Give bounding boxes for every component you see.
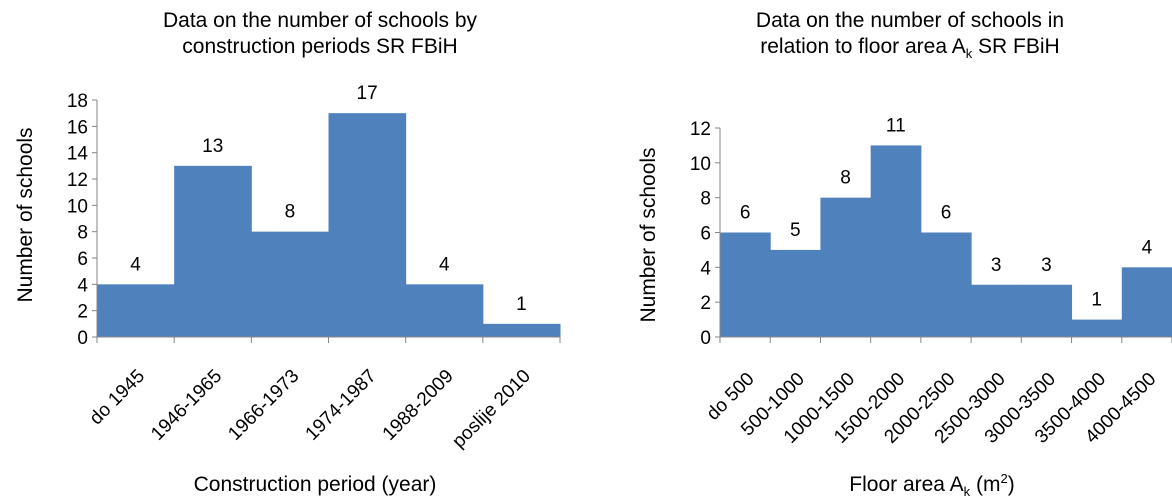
chart2-data-label: 8 [840,168,851,189]
chart1-title: Data on the number of schools by constru… [40,8,600,60]
chart2-y-tick-label: 4 [700,258,711,279]
chart1-data-label: 8 [285,202,296,223]
chart1-y-tick-label: 2 [77,302,88,323]
chart1-y-tick-label: 18 [67,91,88,112]
chart2-y-tick-label: 8 [700,189,711,210]
chart1-y-tick-label: 0 [77,328,88,349]
chart2-x-axis-title-main: Floor area A [849,473,963,496]
chart1-x-tick-label: do 1945 [86,366,149,429]
chart1-data-label: 13 [202,136,223,157]
chart1-data-label: 4 [439,254,450,275]
chart2-data-label: 3 [1041,255,1052,276]
chart1-bar [405,284,484,337]
chart2-data-label: 5 [790,220,801,241]
chart2-bar [920,232,972,337]
chart2-bar [1071,319,1123,337]
chart2-data-label: 6 [941,203,952,224]
chart1-bar [328,113,407,338]
chart2-y-tick-label: 6 [700,224,711,245]
chart1-data-label: 4 [130,254,141,275]
chart1-y-tick-label: 4 [77,275,88,296]
chart1-data-label: 1 [516,294,527,315]
chart1-title-line2: construction periods SR FBiH [182,35,458,58]
chart1-bar [174,165,252,337]
chart2-bar [870,145,922,337]
chart1-y-tick-label: 16 [67,117,88,138]
chart2-title-tail: SR FBiH [972,35,1060,58]
chart1-x-tick-label: poslije 2010 [448,366,535,453]
chart2-x-axis-title-mid: (m [970,473,1000,496]
chart2-bar [770,249,821,337]
chart2-title-subscript: k [965,46,973,61]
chart2-bar [820,197,872,337]
chart2-y-tick-label: 10 [690,154,711,175]
chart1-y-tick-label: 14 [67,144,89,165]
chart2-data-label: 4 [1142,237,1153,258]
chart2-y-axis-title: Number of schools [637,147,660,322]
chart2-bar [1121,267,1172,337]
chart2-title-line1: Data on the number of schools in [755,9,1065,32]
chart1-x-tick-label: 1974-1987 [302,366,381,445]
chart2-title-main: relation to floor area A [760,35,966,58]
chart1-bar [482,323,561,337]
chart1-x-tick-label: 1946-1965 [147,366,226,445]
chart2-y-tick-label: 0 [700,328,711,349]
chart1-y-tick-label: 10 [67,196,88,217]
chart1-bar [251,231,329,337]
chart2-title-line2: relation to floor area Ak SR FBiH [650,34,1170,67]
chart2-data-label: 6 [740,203,751,224]
chart2-x-axis-title-subscript: k [964,484,971,499]
chart1-x-tick-label: 1966-1973 [224,366,303,445]
chart1-bar [97,284,175,337]
chart2-bar [1021,284,1073,337]
chart1-y-tick-label: 8 [77,223,88,244]
chart2-data-label: 11 [886,115,906,136]
chart2-x-axis-title: Floor area Ak (m2) [849,471,1014,499]
chart2-x-axis-title-tail: ) [1008,473,1015,496]
chart2-x-axis-title-superscript: 2 [1001,471,1008,486]
chart1-data-label: 17 [357,83,378,104]
chart1-y-axis-title: Number of schools [14,127,37,302]
chart2-bar [971,284,1022,337]
chart1-title-line1: Data on the number of schools by [162,9,477,32]
chart2-title: Data on the number of schools in relatio… [650,8,1170,67]
chart1-x-tick-label: 1988-2009 [379,366,458,445]
chart1-x-axis-title: Construction period (year) [194,473,437,496]
chart2-data-label: 1 [1091,290,1102,311]
chart1-y-tick-label: 12 [67,170,88,191]
chart1-y-tick-label: 6 [77,249,88,270]
chart2-y-tick-label: 12 [690,119,711,140]
chart2-data-label: 3 [991,255,1002,276]
chart2-bar [720,232,771,337]
chart2-y-tick-label: 2 [700,293,711,314]
